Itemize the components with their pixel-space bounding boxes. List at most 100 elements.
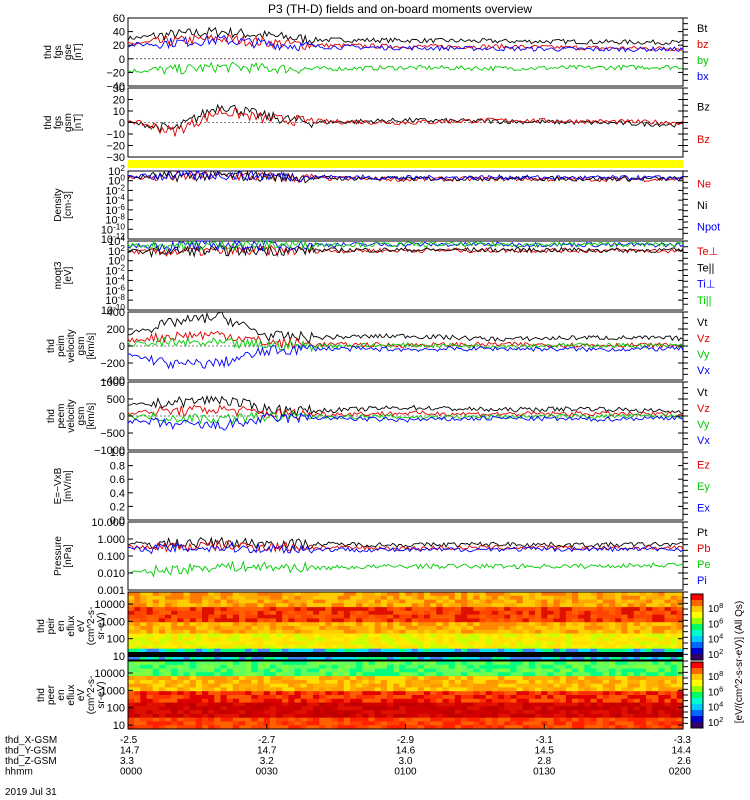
heatmap-cell: [158, 676, 166, 681]
heatmap-cell: [442, 687, 450, 692]
heatmap-cell: [220, 679, 228, 685]
heatmap-cell: [152, 710, 160, 715]
heatmap-cell: [535, 618, 542, 623]
heatmap-cell: [140, 672, 148, 677]
heatmap-cell: [646, 661, 653, 666]
heatmap-cell: [485, 648, 493, 654]
heatmap-cell: [189, 668, 197, 673]
heatmap-cell: [424, 603, 431, 608]
heatmap-cell: [362, 614, 370, 620]
heatmap-cell: [590, 644, 598, 650]
heatmap-cell: [609, 618, 616, 623]
heatmap-cell: [393, 648, 400, 654]
heatmap-cell: [417, 721, 425, 726]
heatmap-cell: [146, 614, 154, 620]
heatmap-cell: [633, 656, 641, 661]
colorbar-frame: [690, 593, 704, 661]
heatmap-cell: [670, 706, 678, 711]
heatmap-cell: [528, 641, 536, 646]
heatmap-cell: [356, 717, 363, 723]
heatmap-cell: [491, 668, 499, 673]
heatmap-cell: [461, 725, 468, 730]
heatmap-cell: [350, 698, 357, 704]
heatmap-cell: [652, 687, 659, 692]
heatmap-cell: [152, 633, 160, 638]
heatmap-cell: [189, 614, 197, 620]
heatmap-cell: [165, 706, 172, 711]
heatmap-cell: [202, 648, 209, 654]
heatmap-cell: [565, 710, 573, 715]
heatmap-cell: [165, 626, 172, 631]
heatmap-cell: [565, 648, 573, 654]
heatmap-cell: [152, 679, 160, 685]
heatmap-cell: [294, 629, 302, 635]
heatmap-cell: [405, 648, 413, 654]
heatmap-cell: [473, 595, 481, 601]
heatmap-cell: [195, 710, 203, 715]
heatmap-cell: [374, 672, 382, 677]
heatmap-cell: [325, 626, 333, 631]
x-row-value: 14.5: [535, 746, 555, 757]
heatmap-cell: [251, 648, 259, 654]
heatmap-cell: [510, 618, 518, 623]
heatmap-cell: [504, 710, 511, 715]
y-axis-label: eV: [76, 689, 87, 702]
heatmap-cell: [436, 629, 444, 635]
heatmap-cell: [467, 592, 474, 597]
heatmap-cell: [553, 603, 561, 608]
heatmap-cell: [553, 710, 561, 715]
heatmap-cell: [473, 691, 481, 696]
heatmap-cell: [165, 698, 172, 704]
heatmap-cell: [387, 706, 394, 711]
legend-ey: Ey: [697, 481, 710, 493]
heatmap-cell: [183, 676, 191, 681]
heatmap-cell: [454, 595, 462, 601]
heatmap-cell: [572, 698, 579, 704]
y-tick-label: −40: [106, 81, 125, 93]
heatmap-cell: [584, 710, 592, 715]
heatmap-cell: [300, 614, 308, 620]
y-axis-label: gsm: [63, 113, 74, 132]
heatmap-cell: [387, 695, 394, 700]
heatmap-cell: [387, 629, 394, 635]
heatmap-cell: [251, 599, 259, 604]
heatmap-cell: [313, 607, 320, 612]
heatmap-cell: [251, 592, 259, 597]
heatmap-cell: [245, 706, 252, 711]
heatmap-cell: [615, 618, 622, 623]
heatmap-cell: [590, 622, 598, 627]
heatmap-cell: [195, 679, 203, 685]
panel-peer: thd peer en eflux eV (cm^2-s-sr-eV): [36, 660, 688, 730]
heatmap-cell: [547, 713, 555, 719]
heatmap-cell: [646, 644, 653, 650]
heatmap-cell: [269, 695, 277, 700]
heatmap-cell: [319, 641, 326, 646]
heatmap-cell: [393, 664, 400, 670]
heatmap-cell: [288, 676, 296, 681]
legend-pb: Pb: [697, 543, 710, 555]
heatmap-cell: [436, 644, 444, 650]
heatmap-cell: [417, 622, 425, 627]
heatmap-cell: [226, 713, 234, 719]
heatmap-cell: [362, 691, 370, 696]
heatmap-cell: [294, 721, 302, 726]
heatmap-cell: [609, 702, 616, 707]
heatmap-cell: [356, 626, 363, 631]
heatmap-cell: [146, 717, 154, 723]
heatmap-cell: [541, 721, 548, 726]
heatmap-cell: [171, 721, 178, 726]
heatmap-cell: [633, 644, 641, 650]
heatmap-cell: [195, 618, 203, 623]
heatmap-cell: [553, 614, 561, 620]
heatmap-cell: [356, 698, 363, 704]
heatmap-cell: [504, 725, 511, 730]
heatmap-cell: [195, 702, 203, 707]
heatmap-cell: [343, 637, 351, 642]
heatmap-cell: [263, 691, 271, 696]
heatmap-cell: [473, 607, 481, 612]
heatmap-cell: [473, 599, 481, 604]
y-tick-label: 10-4: [105, 273, 125, 287]
heatmap-cell: [282, 656, 289, 661]
heatmap-cell: [319, 637, 326, 642]
